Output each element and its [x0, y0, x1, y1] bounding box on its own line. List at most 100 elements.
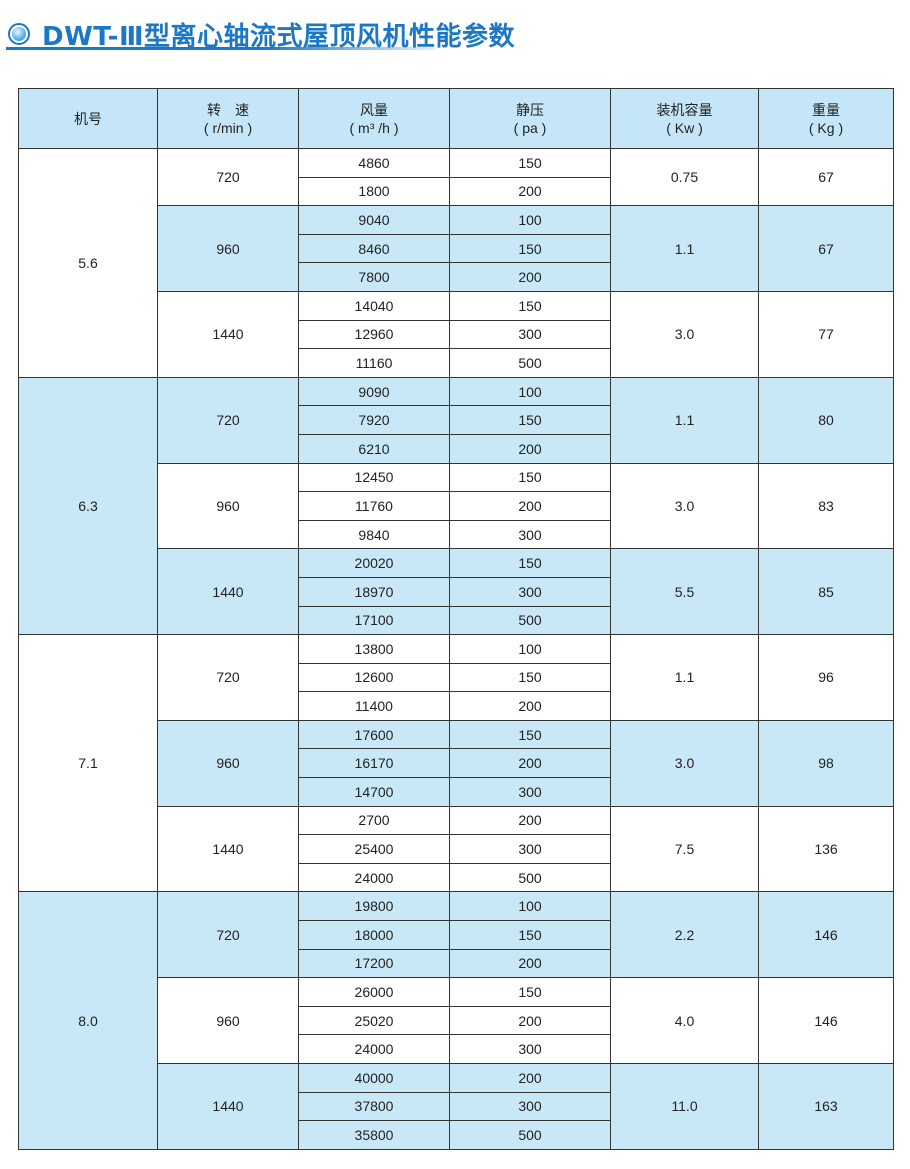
table-row: 8460 150 [19, 233, 894, 264]
speed-cell: 720 [157, 376, 299, 464]
speed-cell: 960 [157, 462, 299, 550]
speed-cell: 1440 [157, 290, 299, 378]
pressure-cell: 100 [449, 634, 611, 664]
airflow-cell: 24000 [298, 862, 450, 893]
header-unit: ( r/min ) [203, 119, 253, 136]
airflow-cell: 1800 [298, 176, 450, 207]
airflow-cell: 17100 [298, 605, 450, 636]
pressure-cell: 150 [449, 977, 611, 1007]
pressure-cell: 200 [449, 262, 611, 292]
airflow-cell: 18000 [298, 920, 450, 950]
airflow-cell: 16170 [298, 748, 450, 779]
weight-cell: 85 [758, 548, 894, 636]
header-unit: ( m³ /h ) [349, 119, 399, 136]
pressure-cell: 150 [449, 462, 611, 493]
airflow-cell: 25400 [298, 834, 450, 864]
pressure-cell: 500 [449, 605, 611, 636]
header-pressure: 静压( pa ) [449, 88, 611, 149]
weight-cell: 67 [758, 147, 894, 207]
pressure-cell: 500 [449, 348, 611, 378]
pressure-cell: 150 [449, 290, 611, 321]
pressure-cell: 300 [449, 519, 611, 550]
airflow-cell: 17600 [298, 719, 450, 750]
weight-cell: 77 [758, 290, 894, 378]
performance-table: 机号转 速( r/min ) 风量( m³ /h ) 静压( pa ) 装机容量( K… [18, 88, 894, 1150]
airflow-cell: 26000 [298, 977, 450, 1007]
speed-cell: 720 [157, 147, 299, 207]
airflow-cell: 4860 [298, 148, 450, 178]
table-row: 7920 150 [19, 405, 894, 435]
pressure-cell: 150 [449, 662, 611, 693]
speed-cell: 720 [157, 891, 299, 979]
table-row: 5.6 720 4860 150 0.75 67 [18, 147, 894, 378]
airflow-cell: 18970 [298, 576, 450, 607]
table-row: 25020 200 [19, 1005, 894, 1036]
airflow-cell: 7800 [298, 262, 450, 292]
header-label: 装机容量 [656, 101, 713, 118]
pressure-cell: 150 [449, 405, 611, 435]
pressure-cell: 150 [449, 920, 611, 950]
weight-cell: 146 [758, 891, 894, 979]
table-row: 7800 200 [19, 262, 894, 292]
model-cell: 6.3 [18, 376, 158, 636]
table-row: 11160 500 [19, 348, 894, 378]
table-row: 960 17600 150 3.0 98 [19, 719, 894, 807]
table-row: 17100 500 [19, 605, 894, 636]
model-cell: 8.0 [18, 891, 158, 1150]
table-row: 1440 40000 200 11.0 163 [19, 1063, 894, 1150]
header-label: 重量 [812, 101, 840, 118]
pressure-cell: 300 [449, 1091, 611, 1122]
pressure-cell: 300 [449, 777, 611, 807]
title-underline [6, 47, 436, 50]
table-row: 6.3 720 9090 100 1.1 80 [18, 376, 894, 636]
airflow-cell: 20020 [298, 548, 450, 578]
table-row: 12960 300 [19, 319, 894, 350]
table-row: 14700 300 [19, 777, 894, 807]
airflow-cell: 37800 [298, 1091, 450, 1122]
power-cell: 1.1 [610, 376, 759, 464]
weight-cell: 146 [758, 977, 894, 1064]
table-row: 960 9040 100 1.1 67 [19, 205, 894, 292]
table-row: 18000 150 [19, 920, 894, 950]
pressure-cell: 200 [449, 748, 611, 779]
airflow-cell: 12960 [298, 319, 450, 350]
pressure-cell: 200 [449, 491, 611, 521]
power-cell: 1.1 [610, 634, 759, 721]
speed-cell: 720 [157, 634, 299, 721]
airflow-cell: 17200 [298, 948, 450, 979]
pressure-cell: 150 [449, 233, 611, 264]
power-cell: 3.0 [610, 719, 759, 807]
airflow-cell: 14700 [298, 777, 450, 807]
pressure-cell: 500 [449, 1120, 611, 1150]
header-row: 机号转 速( r/min ) 风量( m³ /h ) 静压( pa ) 装机容量( K… [18, 88, 894, 149]
airflow-cell: 25020 [298, 1005, 450, 1036]
airflow-cell: 9090 [298, 376, 450, 407]
airflow-cell: 24000 [298, 1034, 450, 1064]
weight-cell: 98 [758, 719, 894, 807]
weight-cell: 163 [758, 1063, 894, 1150]
table-row: 24000 500 [19, 862, 894, 893]
airflow-cell: 11760 [298, 491, 450, 521]
power-cell: 7.5 [610, 805, 759, 893]
speed-cell: 1440 [157, 548, 299, 636]
airflow-cell: 19800 [298, 891, 450, 922]
header-label: 机号 [74, 110, 102, 127]
table-body: 5.6 720 4860 150 0.75 67 1800 200 960 9040 100 1.1 6… [18, 147, 894, 1150]
table-row: 24000 300 [19, 1034, 894, 1064]
header-power: 装机容量( Kw ) [610, 88, 759, 149]
pressure-cell: 100 [449, 891, 611, 922]
pressure-cell: 150 [449, 719, 611, 750]
header-unit: ( Kw ) [666, 119, 703, 136]
pressure-cell: 200 [449, 1005, 611, 1036]
weight-cell: 80 [758, 376, 894, 464]
table-row: 25400 300 [19, 834, 894, 864]
speed-cell: 1440 [157, 805, 299, 893]
pressure-cell: 200 [449, 805, 611, 836]
table-row: 1440 2700 200 7.5 136 [19, 805, 894, 893]
power-cell: 4.0 [610, 977, 759, 1064]
pressure-cell: 200 [449, 948, 611, 979]
header-label: 静压 [516, 101, 544, 118]
pressure-cell: 200 [449, 433, 611, 464]
header-model: 机号 [18, 88, 158, 149]
model-cell: 5.6 [18, 148, 158, 378]
